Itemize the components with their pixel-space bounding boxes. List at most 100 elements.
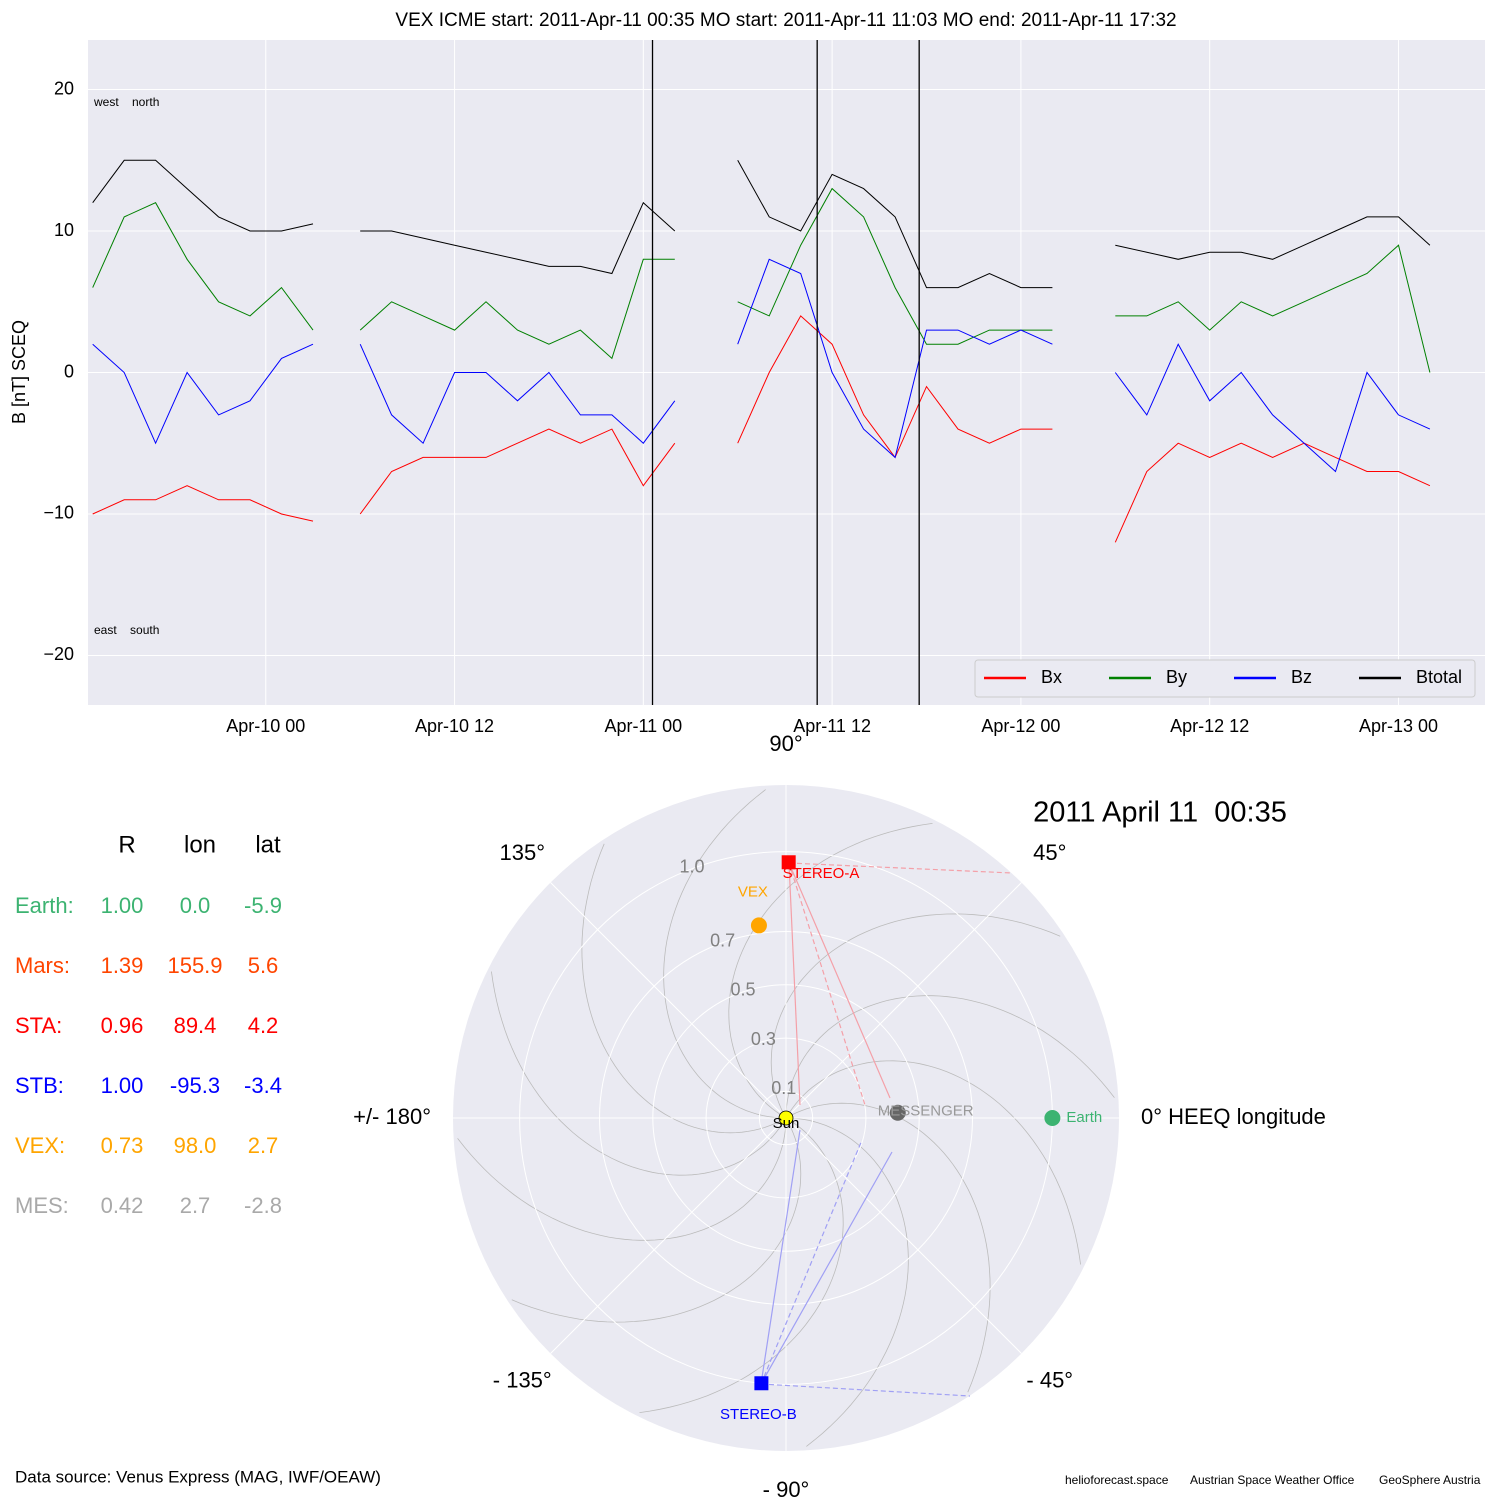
legend-label: Bz: [1291, 667, 1312, 687]
spiral: [581, 843, 787, 1134]
table-cell: 1.39: [101, 953, 144, 978]
x-tick-label: Apr-12 12: [1170, 716, 1249, 736]
table-cell: -3.4: [244, 1073, 282, 1098]
theta-tick-label: 135°: [499, 840, 545, 865]
fov-line: [760, 1129, 801, 1385]
table-cell: 2.7: [180, 1193, 211, 1218]
r-tick-label: 0.1: [771, 1078, 796, 1098]
table-cell: 0.42: [101, 1193, 144, 1218]
table-row-label: STB:: [15, 1073, 64, 1098]
table-cell: -2.8: [244, 1193, 282, 1218]
body-label: Earth: [1066, 1109, 1102, 1126]
grid-spoke: [550, 882, 787, 1119]
fov-line: [788, 862, 801, 1106]
body-marker: [778, 1110, 794, 1126]
table-row-label: Earth:: [15, 893, 74, 918]
spiral: [770, 913, 1061, 1119]
credit: helioforecast.space: [1065, 1473, 1169, 1487]
table-cell: 2.7: [248, 1133, 279, 1158]
legend-label: By: [1166, 667, 1187, 687]
annotation: west north: [93, 95, 159, 109]
table-row-label: VEX:: [15, 1133, 65, 1158]
fov-line: [760, 1383, 971, 1397]
y-tick-label: 0: [64, 361, 74, 381]
theta-tick-label: - 135°: [493, 1368, 552, 1393]
table-cell: 1.00: [101, 893, 144, 918]
body-label: VEX: [738, 883, 768, 900]
spiral: [785, 1060, 1081, 1265]
theta-tick-label: 45°: [1033, 840, 1066, 865]
table-cell: 0.0: [180, 893, 211, 918]
table-cell: 155.9: [167, 953, 222, 978]
table-cell: 0.96: [101, 1013, 144, 1038]
y-tick-label: −10: [43, 503, 74, 523]
legend-label: Bx: [1041, 667, 1062, 687]
y-tick-label: 10: [54, 220, 74, 240]
legend-box: [974, 659, 1476, 698]
body-label: STEREO-B: [720, 1406, 797, 1423]
grid-spoke: [785, 882, 1022, 1119]
bodies: Sun STEREO-A VEX MESSENGER Earth STEREO-B: [720, 855, 1102, 1423]
table-header: lon: [184, 831, 216, 858]
x-tick-label: Apr-12 00: [981, 716, 1060, 736]
x-tick-label: Apr-10 12: [415, 716, 494, 736]
spiral: [785, 995, 1115, 1119]
r-tick-label: 0.7: [710, 930, 735, 950]
table-cell: 89.4: [174, 1013, 217, 1038]
fov-line: [788, 862, 866, 1106]
series-line: [92, 187, 1431, 373]
series-line: [92, 159, 1431, 289]
table-cell: 4.2: [248, 1013, 279, 1038]
data-source: Data source: Venus Express (MAG, IWF/OEA…: [15, 1467, 381, 1486]
table-row-label: Mars:: [15, 953, 70, 978]
theta-tick-label: - 45°: [1026, 1368, 1073, 1393]
table-cell: -5.9: [244, 893, 282, 918]
body-marker: [1044, 1110, 1061, 1126]
theta-tick-label: 0° HEEQ longitude: [1141, 1104, 1326, 1129]
table-cell: 0.73: [101, 1133, 144, 1158]
legend-label: Btotal: [1416, 667, 1462, 687]
table-cell: -95.3: [170, 1073, 220, 1098]
time-series: −20 −10 0 10 20 Apr-10 00 Apr-10 12 Apr-11 00 Ap…: [43, 40, 1485, 736]
polar-title: 2011 April 11 00:35: [1033, 797, 1287, 829]
table-cell: 1.00: [101, 1073, 144, 1098]
chart-title: VEX ICME start: 2011-Apr-11 00:35 MO sta…: [395, 10, 1176, 31]
r-tick-label: 1.0: [680, 857, 705, 877]
spiral: [639, 1117, 844, 1413]
spiral: [491, 971, 787, 1176]
table-row-label: MES:: [15, 1193, 69, 1218]
x-tick-label: Apr-11 00: [604, 716, 682, 736]
fov-line: [788, 862, 1013, 874]
r-tick-label: 0.3: [751, 1029, 776, 1049]
x-tick-label: Apr-13 00: [1359, 716, 1438, 736]
body-marker: [750, 917, 767, 934]
table-header: lat: [255, 831, 281, 858]
r-tick-label: 0.5: [731, 980, 756, 1000]
table-cell: 5.6: [248, 953, 279, 978]
grid-spoke: [785, 1117, 1022, 1354]
body-marker: [781, 855, 796, 870]
spiral: [663, 789, 787, 1119]
y-axis-label: B [nT] SCEQ: [9, 320, 29, 424]
body-marker: [889, 1104, 906, 1121]
theta-tick-label: - 90°: [763, 1477, 810, 1500]
fov-lines: [760, 862, 1013, 1397]
body-label: MESSENGER: [878, 1103, 974, 1120]
theta-tick-label: 90°: [769, 731, 802, 756]
table-cell: 98.0: [174, 1133, 217, 1158]
credit: Austrian Space Weather Office: [1190, 1473, 1355, 1487]
annotation: east south: [94, 623, 159, 637]
table-header: R: [118, 831, 135, 858]
polar-plot: 0.1 0.3 0.5 0.7 1.0 0° HEEQ longitude 45° 90° 13…: [353, 731, 1326, 1500]
spiral: [511, 1117, 802, 1323]
credit: GeoSphere Austria: [1379, 1473, 1481, 1487]
spiral: [728, 823, 933, 1119]
table-row-label: STA:: [15, 1013, 62, 1038]
x-tick-label: Apr-11 12: [793, 716, 871, 736]
spiral: [785, 1102, 991, 1393]
series-line: [92, 258, 1431, 473]
grid-spoke: [550, 1117, 787, 1354]
x-tick-label: Apr-10 00: [226, 716, 305, 736]
